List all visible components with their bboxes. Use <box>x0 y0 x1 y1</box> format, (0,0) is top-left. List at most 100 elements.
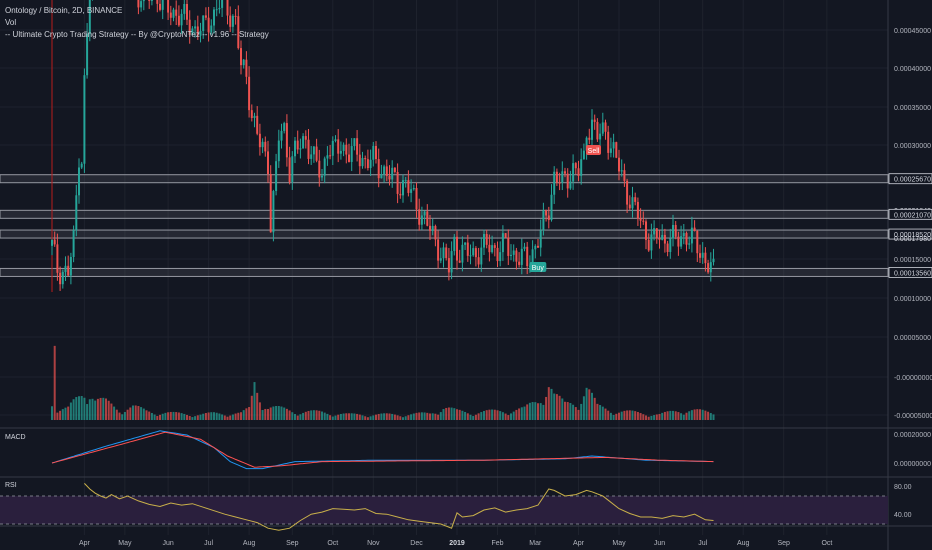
candle <box>296 140 299 150</box>
candle <box>496 247 499 262</box>
volume-bar <box>234 413 237 420</box>
volume-bar <box>250 395 253 420</box>
volume-bar <box>280 406 283 420</box>
volume-bar <box>545 396 548 420</box>
volume-bar <box>520 407 523 420</box>
volume-bar <box>342 413 345 420</box>
price-axis-label: 0.00040000 <box>894 66 931 73</box>
candle <box>655 228 658 239</box>
volume-bar <box>258 402 261 420</box>
volume-bar <box>690 410 693 420</box>
candle <box>291 156 294 182</box>
candle <box>555 171 558 183</box>
level-label: 0.00013560 <box>894 270 931 277</box>
candle <box>393 167 396 172</box>
candle <box>234 15 237 17</box>
candle <box>572 163 575 182</box>
volume-bar <box>91 398 94 420</box>
candle <box>258 133 261 148</box>
volume-bar <box>561 398 564 420</box>
candle <box>518 261 521 265</box>
time-axis-label: Feb <box>491 540 503 547</box>
volume-bar <box>248 407 251 420</box>
candle <box>553 171 556 195</box>
candle <box>294 140 296 157</box>
volume-bar <box>682 414 685 420</box>
volume-bar <box>418 412 421 420</box>
candle <box>339 150 342 154</box>
candle <box>67 265 70 276</box>
candle <box>447 258 450 273</box>
volume-bar <box>558 395 561 420</box>
volume-bar <box>129 407 132 420</box>
candle <box>593 119 596 122</box>
volume-bar <box>420 412 423 420</box>
macd-pane-label: MACD <box>5 434 26 441</box>
candle <box>159 3 161 10</box>
volume-bar <box>442 409 445 420</box>
candle <box>688 243 691 245</box>
candle <box>207 17 210 33</box>
volume-bar <box>696 409 699 420</box>
candle <box>250 110 253 118</box>
candle <box>685 233 688 245</box>
volume-bar <box>677 412 680 420</box>
volume-bar <box>661 412 664 420</box>
volume-bar <box>577 409 580 420</box>
candle <box>213 9 215 26</box>
candle <box>283 123 286 131</box>
candle <box>512 250 515 255</box>
volume-bar <box>582 396 585 420</box>
candle <box>653 228 656 235</box>
volume-bar <box>102 397 105 420</box>
candle <box>639 218 642 221</box>
volume-bar <box>326 413 329 420</box>
volume-bar <box>477 413 480 420</box>
time-axis-label: Aug <box>243 540 256 547</box>
candle <box>712 258 715 263</box>
candle <box>161 0 164 10</box>
candle <box>53 239 56 245</box>
volume-bar <box>542 404 545 420</box>
volume-bar <box>121 414 124 420</box>
volume-bar <box>393 414 396 420</box>
volume-bar <box>528 402 531 420</box>
candle <box>666 243 669 252</box>
rsi-axis-label: 80.00 <box>894 484 912 491</box>
volume-bar <box>499 411 502 420</box>
volume-bar <box>51 406 53 420</box>
time-axis-label: Oct <box>327 540 338 547</box>
candle <box>623 170 626 181</box>
volume-bar <box>701 409 704 420</box>
volume-bar <box>580 403 583 420</box>
candle <box>418 209 421 225</box>
volume-bar <box>620 411 623 420</box>
candle <box>312 146 315 155</box>
volume-bar <box>240 412 242 420</box>
volume-bar <box>712 414 715 420</box>
candle <box>480 247 483 265</box>
candle <box>226 0 229 16</box>
volume-bar <box>699 409 701 420</box>
candle <box>663 234 666 244</box>
volume-bar <box>218 413 221 420</box>
volume-bar <box>72 399 75 420</box>
volume-bar <box>358 414 361 420</box>
candle <box>215 9 218 11</box>
candle <box>61 271 64 285</box>
volume-bar <box>510 413 512 420</box>
candle <box>345 144 348 155</box>
candle <box>248 76 251 111</box>
volume-bar <box>566 402 569 420</box>
volume-bar <box>453 408 456 420</box>
volume-bar <box>99 397 102 420</box>
candle <box>650 234 653 251</box>
candle <box>407 180 410 193</box>
candle <box>399 193 402 196</box>
candle <box>564 171 566 174</box>
candle <box>348 154 350 162</box>
candle <box>545 210 548 216</box>
time-axis-label: 2019 <box>449 540 465 547</box>
volume-bar <box>634 411 637 420</box>
